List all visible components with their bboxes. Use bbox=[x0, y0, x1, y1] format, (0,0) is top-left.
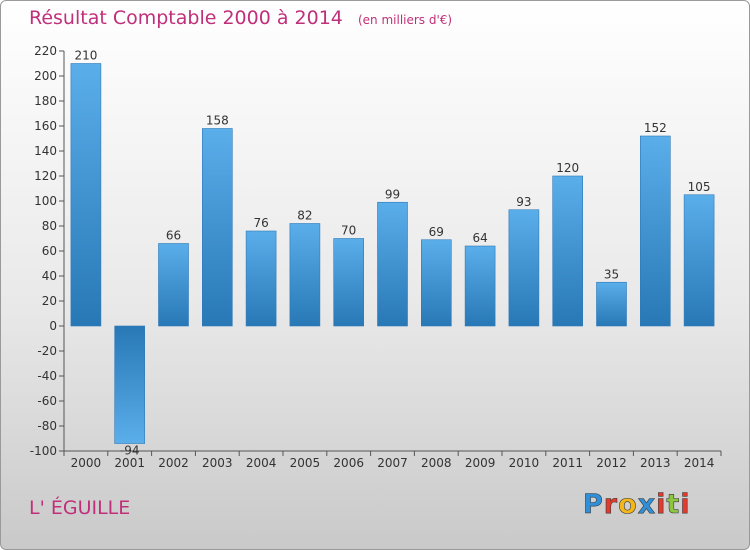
data-label-2002: 66 bbox=[166, 229, 181, 243]
data-label-2004: 76 bbox=[253, 216, 268, 230]
x-tick-label: 2003 bbox=[202, 456, 233, 470]
x-tick-label: 2005 bbox=[290, 456, 321, 470]
chart-title: Résultat Comptable 2000 à 2014 bbox=[29, 7, 343, 29]
data-label-2008: 69 bbox=[429, 225, 444, 239]
logo-letter: t bbox=[666, 489, 681, 521]
logo-letter: r bbox=[603, 489, 619, 521]
data-label-2006: 70 bbox=[341, 224, 356, 238]
chart-unit: (en milliers d'€) bbox=[357, 13, 453, 27]
logo-letter: i bbox=[656, 489, 667, 521]
y-tick-label: 100 bbox=[34, 194, 57, 208]
data-label-2003: 158 bbox=[206, 114, 229, 128]
bar-2003 bbox=[202, 128, 233, 327]
bar-2001 bbox=[114, 325, 145, 444]
chart-title-row: Résultat Comptable 2000 à 2014 (en milli… bbox=[29, 7, 452, 29]
bar-2009 bbox=[464, 245, 496, 327]
y-axis: 220200180160140120100806040200-20-40-60-… bbox=[30, 44, 65, 458]
y-tick-label: -40 bbox=[37, 369, 57, 383]
x-tick-label: 2009 bbox=[465, 456, 496, 470]
y-tick-label: -80 bbox=[37, 419, 57, 433]
data-label-2001: -94 bbox=[120, 444, 140, 458]
data-label-2014: 105 bbox=[688, 180, 711, 194]
data-label-2005: 82 bbox=[297, 209, 312, 223]
bar-2008 bbox=[420, 239, 452, 327]
bar-2002 bbox=[158, 243, 189, 327]
y-tick-label: 40 bbox=[42, 269, 57, 283]
logo-letter: o bbox=[618, 489, 638, 521]
y-tick-label: 200 bbox=[34, 69, 57, 83]
x-tick-label: 2008 bbox=[421, 456, 452, 470]
data-labels: 210 -94 66 158 76 82 70 99 69 64 93 120 35 152 105 bbox=[74, 49, 710, 458]
x-tick-label: 2011 bbox=[552, 456, 583, 470]
logo-letter: x bbox=[637, 489, 657, 521]
bar-2012 bbox=[596, 281, 627, 327]
bar-2011 bbox=[552, 175, 584, 327]
y-tick-label: 180 bbox=[34, 94, 57, 108]
x-tick-label: 2001 bbox=[114, 456, 145, 470]
data-label-2010: 93 bbox=[516, 195, 531, 209]
bar-2010 bbox=[508, 209, 540, 327]
data-label-2013: 152 bbox=[644, 121, 667, 135]
logo-letter: i bbox=[680, 489, 691, 521]
bar-2004 bbox=[245, 230, 277, 327]
x-tick-label: 2004 bbox=[246, 456, 277, 470]
y-tick-label: -60 bbox=[37, 394, 57, 408]
y-tick-label: -20 bbox=[37, 344, 57, 358]
x-tick-label: 2007 bbox=[377, 456, 408, 470]
commune-name: L' ÉGUILLE bbox=[29, 497, 131, 519]
y-tick-label: -100 bbox=[30, 444, 57, 458]
bar-2006 bbox=[333, 238, 365, 327]
data-label-2009: 64 bbox=[472, 231, 487, 245]
y-tick-label: 0 bbox=[49, 319, 57, 333]
bars bbox=[70, 63, 715, 444]
x-axis: 2000 2001 2002 2003 2004 2005 2006 2007 2008 2009… bbox=[63, 450, 722, 470]
x-tick-label: 2013 bbox=[640, 456, 671, 470]
bar-2007 bbox=[377, 201, 408, 327]
data-label-2007: 99 bbox=[385, 187, 400, 201]
bar-2000 bbox=[70, 63, 102, 327]
y-tick-label: 20 bbox=[42, 294, 57, 308]
x-tick-label: 2014 bbox=[684, 456, 715, 470]
y-tick-label: 220 bbox=[34, 44, 57, 58]
data-label-2012: 35 bbox=[604, 267, 619, 281]
y-tick-label: 140 bbox=[34, 144, 57, 158]
x-tick-label: 2012 bbox=[596, 456, 627, 470]
y-tick-label: 160 bbox=[34, 119, 57, 133]
data-label-2011: 120 bbox=[556, 161, 579, 175]
logo-letter: P bbox=[583, 489, 604, 521]
bar-2005 bbox=[289, 223, 321, 327]
x-tick-label: 2006 bbox=[333, 456, 364, 470]
x-tick-label: 2002 bbox=[158, 456, 189, 470]
bar-2013 bbox=[639, 135, 671, 327]
data-label-2000: 210 bbox=[74, 49, 97, 63]
proxiti-logo[interactable]: Proxiti bbox=[583, 489, 691, 521]
y-tick-label: 80 bbox=[42, 219, 57, 233]
y-tick-label: 120 bbox=[34, 169, 57, 183]
y-tick-label: 60 bbox=[42, 244, 57, 258]
x-tick-label: 2000 bbox=[71, 456, 102, 470]
bar-2014 bbox=[683, 194, 715, 327]
x-tick-label: 2010 bbox=[509, 456, 540, 470]
